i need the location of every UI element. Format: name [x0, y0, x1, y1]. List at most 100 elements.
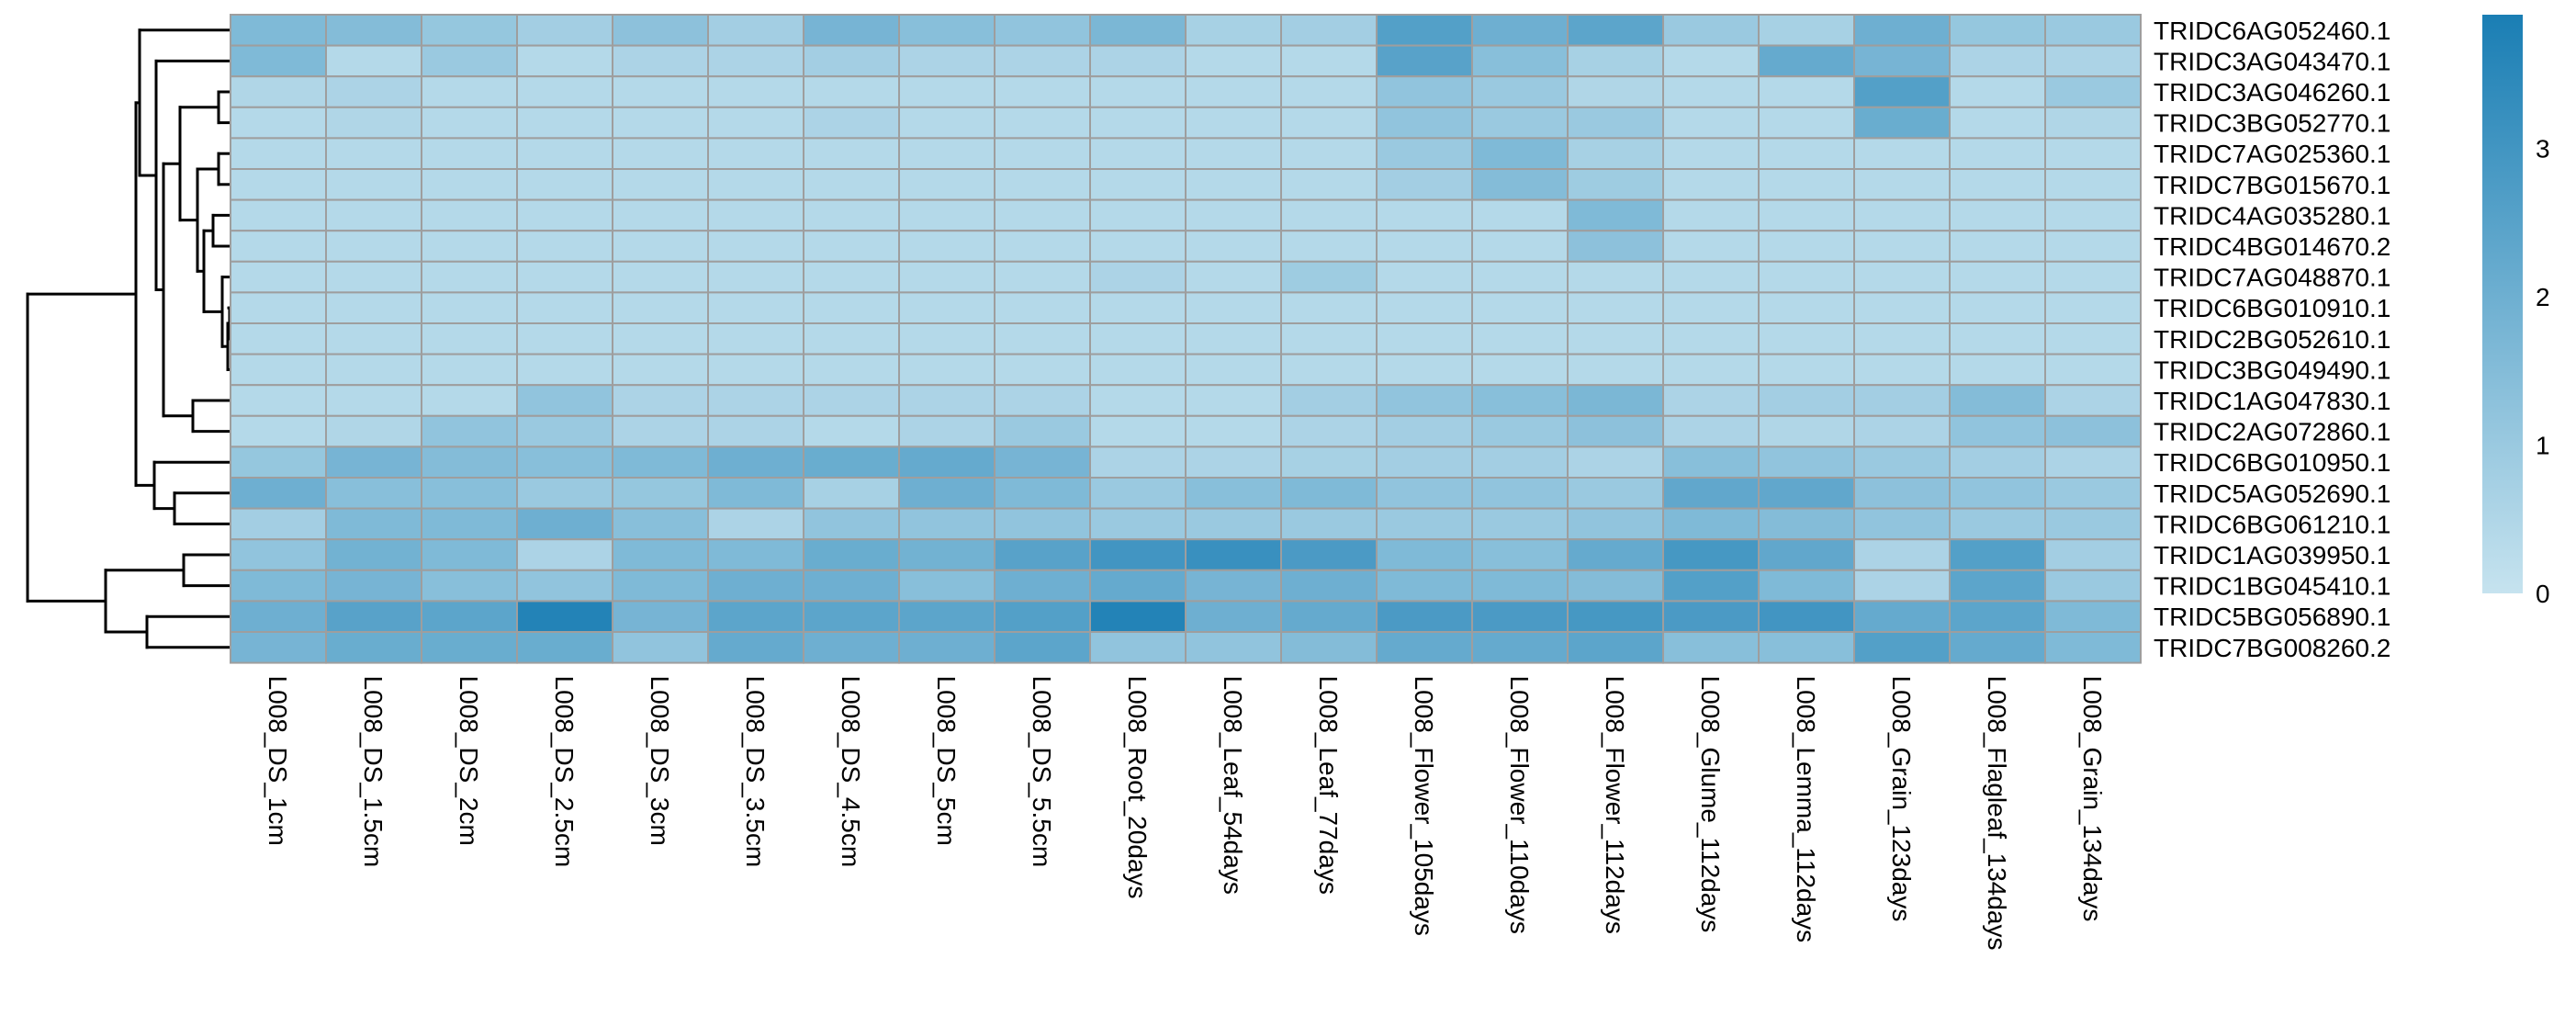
column-label: L008_DS_5cm: [932, 676, 961, 846]
heatmap-cell: [516, 137, 613, 170]
heatmap-cell: [1662, 631, 1760, 664]
heatmap-cell: [707, 322, 804, 355]
heatmap-cell: [516, 477, 613, 510]
heatmap-cell: [1567, 14, 1664, 47]
heatmap-cell: [325, 106, 422, 140]
heatmap-cell: [1280, 198, 1378, 232]
heatmap-cell: [1089, 260, 1187, 294]
heatmap-cell: [230, 230, 327, 263]
heatmap-cell: [1376, 75, 1473, 108]
heatmap-cell: [1949, 477, 2046, 510]
row-label: TRIDC4AG035280.1: [2154, 201, 2390, 230]
heatmap-cell: [803, 44, 900, 78]
heatmap-cell: [325, 230, 422, 263]
heatmap-cell: [1376, 106, 1473, 140]
heatmap-cell: [325, 569, 422, 603]
heatmap-cell: [230, 44, 327, 78]
heatmap-cell: [803, 168, 900, 201]
heatmap-cell: [1280, 631, 1378, 664]
row-label: TRIDC1AG039950.1: [2154, 541, 2390, 569]
heatmap-cell: [2044, 75, 2142, 108]
heatmap-cell: [1376, 291, 1473, 324]
heatmap-cell: [1949, 322, 2046, 355]
column-label: L008_DS_2.5cm: [550, 676, 579, 868]
heatmap-cell: [325, 14, 422, 47]
heatmap-cell: [421, 198, 518, 232]
heatmap-cell: [994, 538, 1091, 571]
heatmap-cell: [612, 631, 709, 664]
heatmap-cell: [421, 168, 518, 201]
heatmap-cell: [325, 477, 422, 510]
heatmap-cell: [1853, 384, 1951, 417]
heatmap-cell: [612, 260, 709, 294]
heatmap-cell: [1758, 75, 1855, 108]
heatmap-cell: [707, 384, 804, 417]
heatmap-cell: [1280, 353, 1378, 387]
heatmap-cell: [1471, 384, 1569, 417]
heatmap-cell: [707, 137, 804, 170]
heatmap-cell: [1471, 198, 1569, 232]
heatmap-cell: [421, 631, 518, 664]
heatmap-cell: [1758, 353, 1855, 387]
heatmap-cell: [803, 291, 900, 324]
heatmap-cell: [1758, 507, 1855, 541]
heatmap-cell: [994, 168, 1091, 201]
heatmap-cell: [707, 631, 804, 664]
heatmap-cell: [421, 600, 518, 634]
heatmap-cell: [1949, 445, 2046, 479]
heatmap-cell: [1376, 631, 1473, 664]
heatmap-cell: [1853, 538, 1951, 571]
heatmap-cell: [803, 198, 900, 232]
heatmap-cell: [994, 322, 1091, 355]
heatmap-cell: [2044, 445, 2142, 479]
row-label: TRIDC7AG048870.1: [2154, 264, 2390, 292]
heatmap-cell: [1185, 477, 1282, 510]
heatmap-cell: [898, 384, 996, 417]
heatmap-cell: [994, 106, 1091, 140]
column-label: L008_Flower_105days: [1410, 676, 1438, 936]
heatmap-cell: [1949, 198, 2046, 232]
heatmap-cell: [1662, 600, 1760, 634]
heatmap-cell: [1280, 445, 1378, 479]
row-label: TRIDC6BG061210.1: [2154, 510, 2390, 538]
heatmap-cell: [516, 445, 613, 479]
row-label: TRIDC7BG015670.1: [2154, 171, 2390, 199]
heatmap-cell: [898, 44, 996, 78]
heatmap-cell: [1758, 14, 1855, 47]
heatmap-cell: [516, 384, 613, 417]
row-label: TRIDC6BG010950.1: [2154, 448, 2390, 477]
heatmap-cell: [421, 106, 518, 140]
heatmap-cell: [612, 507, 709, 541]
heatmap-cell: [803, 477, 900, 510]
heatmap-cell: [1853, 477, 1951, 510]
heatmap-cell: [230, 168, 327, 201]
heatmap-cell: [994, 600, 1091, 634]
heatmap-cell: [230, 260, 327, 294]
heatmap-cell: [803, 600, 900, 634]
heatmap-cell: [803, 106, 900, 140]
legend-tick-label: 2: [2536, 283, 2550, 311]
heatmap-cell: [1949, 137, 2046, 170]
row-label: TRIDC7AG025360.1: [2154, 140, 2390, 168]
heatmap-cell: [2044, 569, 2142, 603]
row-label: TRIDC4BG014670.2: [2154, 232, 2390, 261]
heatmap-cell: [421, 538, 518, 571]
heatmap-cell: [707, 198, 804, 232]
heatmap-cell: [1758, 600, 1855, 634]
heatmap-cell: [1758, 44, 1855, 78]
heatmap-cell: [1089, 291, 1187, 324]
heatmap-cell: [230, 322, 327, 355]
heatmap-cell: [421, 477, 518, 510]
heatmap-cell: [1567, 445, 1664, 479]
heatmap-cell: [707, 600, 804, 634]
heatmap-cell: [1280, 106, 1378, 140]
heatmap-cell: [421, 322, 518, 355]
heatmap-cell: [325, 600, 422, 634]
heatmap-cell: [1471, 137, 1569, 170]
heatmap-cell: [421, 260, 518, 294]
heatmap-cell: [898, 230, 996, 263]
heatmap-cell: [1758, 569, 1855, 603]
heatmap-cell: [1758, 260, 1855, 294]
heatmap-cell: [1089, 353, 1187, 387]
